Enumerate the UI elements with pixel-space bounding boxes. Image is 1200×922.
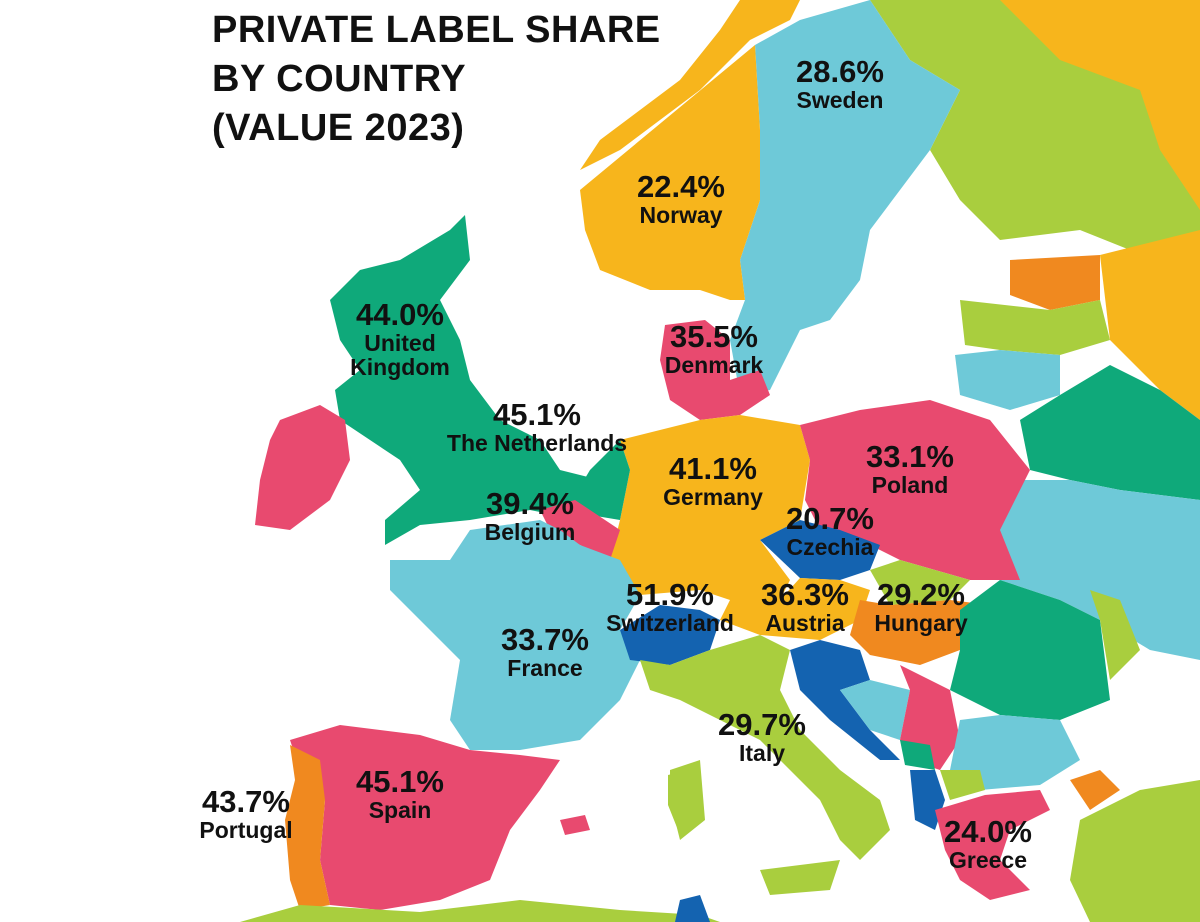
region-montenegro bbox=[900, 740, 935, 770]
region-spain bbox=[290, 725, 560, 910]
region-turkey-europe bbox=[1070, 770, 1120, 810]
label-poland: 33.1% Poland bbox=[866, 440, 954, 497]
label-switzerland: 51.9% Switzerland bbox=[606, 578, 734, 635]
value-hungary: 29.2% bbox=[877, 577, 965, 612]
name-portugal: Portugal bbox=[199, 817, 293, 843]
region-hungary bbox=[850, 600, 990, 665]
value-austria: 36.3% bbox=[761, 577, 849, 612]
name-norway: Norway bbox=[639, 202, 723, 228]
region-ukraine bbox=[990, 480, 1200, 660]
name-france: France bbox=[507, 655, 583, 681]
region-russia-west bbox=[1100, 230, 1200, 420]
region-portugal bbox=[285, 745, 330, 910]
region-moldova bbox=[1090, 590, 1140, 680]
region-france bbox=[390, 520, 640, 750]
value-italy: 29.7% bbox=[718, 707, 806, 742]
title-line-3: (VALUE 2023) bbox=[212, 107, 465, 149]
name-spain: Spain bbox=[368, 797, 432, 823]
value-germany: 41.1% bbox=[669, 451, 757, 486]
region-bulgaria bbox=[950, 715, 1080, 790]
region-romania bbox=[950, 580, 1110, 720]
value-czechia: 20.7% bbox=[786, 501, 874, 536]
value-sweden: 28.6% bbox=[796, 54, 884, 89]
region-north-macedonia bbox=[940, 770, 985, 800]
name-the-netherlands: The Netherlands bbox=[446, 430, 628, 456]
label-greece: 24.0% Greece bbox=[944, 815, 1032, 872]
name-sweden: Sweden bbox=[796, 87, 884, 113]
label-czechia: 20.7% Czechia bbox=[786, 502, 874, 559]
region-greece bbox=[935, 790, 1050, 900]
name-united-kingdom-line-1: United bbox=[364, 330, 436, 356]
value-denmark: 35.5% bbox=[670, 319, 758, 354]
region-turkey bbox=[1070, 780, 1200, 922]
name-denmark: Denmark bbox=[664, 352, 764, 378]
region-latvia bbox=[960, 300, 1110, 355]
region-slovakia bbox=[870, 560, 970, 605]
region-uk bbox=[330, 215, 600, 545]
label-norway: 22.4% Norway bbox=[637, 170, 725, 227]
region-balearic bbox=[560, 815, 590, 835]
label-sweden: 28.6% Sweden bbox=[796, 55, 884, 112]
name-switzerland: Switzerland bbox=[606, 610, 734, 636]
label-hungary: 29.2% Hungary bbox=[874, 578, 967, 635]
region-switzerland bbox=[620, 605, 720, 665]
region-croatia bbox=[790, 640, 900, 760]
region-sardinia bbox=[668, 770, 698, 835]
region-estonia bbox=[1010, 255, 1100, 310]
region-norway bbox=[580, 0, 800, 300]
value-france: 33.7% bbox=[501, 622, 589, 657]
label-denmark: 35.5% Denmark bbox=[665, 320, 763, 377]
region-austria bbox=[720, 578, 870, 640]
title-line-2: BY COUNTRY bbox=[212, 58, 467, 100]
region-russia-north bbox=[1000, 0, 1200, 210]
region-bosnia bbox=[840, 680, 910, 740]
name-hungary: Hungary bbox=[874, 610, 968, 636]
title-line-1: PRIVATE LABEL SHARE bbox=[212, 9, 661, 51]
value-portugal: 43.7% bbox=[202, 784, 290, 819]
map-title: PRIVATE LABEL SHARE BY COUNTRY (VALUE 20… bbox=[212, 6, 661, 153]
region-belgium bbox=[540, 500, 620, 560]
name-italy: Italy bbox=[738, 740, 786, 766]
label-france: 33.7% France bbox=[501, 623, 589, 680]
value-greece: 24.0% bbox=[944, 814, 1032, 849]
value-belgium: 39.4% bbox=[486, 486, 574, 521]
region-sicily-blue bbox=[675, 895, 710, 922]
label-belgium: 39.4% Belgium bbox=[485, 487, 576, 544]
region-germany bbox=[610, 415, 810, 600]
value-switzerland: 51.9% bbox=[626, 577, 714, 612]
name-austria: Austria bbox=[765, 610, 845, 636]
region-sweden bbox=[730, 0, 960, 395]
region-italy bbox=[640, 635, 890, 895]
label-portugal: 43.7% Portugal bbox=[199, 785, 292, 842]
value-poland: 33.1% bbox=[866, 439, 954, 474]
name-poland: Poland bbox=[871, 472, 949, 498]
region-lithuania bbox=[955, 350, 1060, 410]
region-czechia bbox=[760, 520, 880, 580]
region-belarus bbox=[1020, 365, 1200, 500]
value-spain: 45.1% bbox=[356, 764, 444, 799]
value-united-kingdom: 44.0% bbox=[356, 297, 444, 332]
label-italy: 29.7% Italy bbox=[718, 708, 806, 765]
label-spain: 45.1% Spain bbox=[356, 765, 444, 822]
name-germany: Germany bbox=[663, 484, 763, 510]
region-poland bbox=[800, 400, 1030, 580]
region-denmark bbox=[660, 320, 770, 420]
region-ireland bbox=[255, 405, 350, 530]
value-the-netherlands: 45.1% bbox=[493, 397, 581, 432]
name-united-kingdom-line-2: Kingdom bbox=[350, 354, 450, 380]
label-austria: 36.3% Austria bbox=[761, 578, 849, 635]
label-the-netherlands: 45.1% The Netherlands bbox=[447, 398, 627, 455]
value-norway: 22.4% bbox=[637, 169, 725, 204]
label-united-kingdom: 44.0% United Kingdom bbox=[350, 298, 450, 379]
label-germany: 41.1% Germany bbox=[663, 452, 763, 509]
name-belgium: Belgium bbox=[484, 519, 576, 545]
name-greece: Greece bbox=[948, 847, 1027, 873]
region-netherlands bbox=[575, 440, 630, 520]
name-czechia: Czechia bbox=[786, 534, 874, 560]
region-north-africa bbox=[240, 900, 720, 922]
